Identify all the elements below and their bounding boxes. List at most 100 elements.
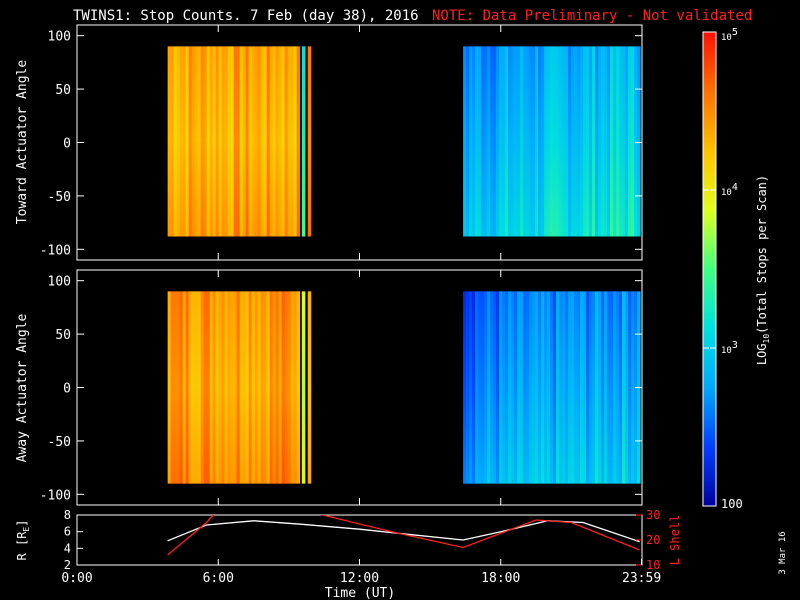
y-tick-label: 0: [63, 137, 71, 152]
x-tick-label: 6:00: [203, 571, 234, 586]
heatmap-column: [550, 291, 554, 484]
heatmap-column: [628, 46, 632, 237]
y2-tick-label: 20: [646, 533, 660, 547]
heatmap-column: [496, 46, 500, 237]
heatmap-column: [565, 291, 569, 484]
heatmap-column: [490, 46, 494, 237]
heatmap-column: [221, 46, 226, 237]
heatmap-column: [227, 291, 232, 484]
heatmap-column: [511, 291, 515, 484]
heatmap-column: [544, 46, 548, 237]
heatmap-column: [176, 46, 181, 237]
heatmap-column: [218, 46, 223, 237]
heatmap-column: [496, 291, 500, 484]
heatmap-column: [167, 291, 172, 484]
heatmap-column: [592, 291, 596, 484]
heatmap-column: [532, 291, 536, 484]
heatmap-column: [257, 46, 262, 237]
heatmap-column: [592, 46, 596, 237]
heatmap-column: [598, 291, 602, 484]
heatmap-column: [502, 291, 506, 484]
heatmap-column: [541, 291, 545, 484]
heatmap-column: [266, 291, 271, 484]
heatmap-column: [622, 291, 626, 484]
heatmap-column: [227, 46, 232, 237]
heatmap-column: [206, 291, 211, 484]
heatmap-column: [191, 46, 196, 237]
heatmap-column: [266, 46, 271, 237]
heatmap-column: [574, 291, 578, 484]
colorbar-tick-label: 100: [721, 497, 743, 511]
heatmap-column: [281, 291, 286, 484]
heatmap-column: [203, 46, 208, 237]
heatmap-column: [517, 291, 521, 484]
heatmap-column: [556, 291, 560, 484]
x-axis-label: Time (UT): [325, 586, 395, 600]
heatmap-column: [556, 46, 560, 237]
heatmap-column: [595, 291, 599, 484]
heatmap-column: [574, 46, 578, 237]
heatmap-column: [577, 291, 581, 484]
heatmap-column: [242, 46, 247, 237]
heatmap-column: [607, 291, 611, 484]
heatmap-column: [601, 291, 605, 484]
y2-tick-label: 10: [646, 558, 660, 572]
colorbar-label: LOG10(Total Stops per Scan): [755, 175, 771, 365]
heatmap-column: [296, 46, 301, 237]
heatmap-column: [544, 291, 548, 484]
y-tick-label: 50: [55, 83, 71, 98]
x-tick-label: 0:00: [61, 571, 92, 586]
heatmap-column: [301, 291, 306, 484]
heatmap-column: [275, 46, 280, 237]
heatmap-column: [236, 46, 241, 237]
y-tick-label: -100: [40, 488, 71, 503]
heatmap-column: [616, 46, 620, 237]
heatmap-column: [577, 46, 581, 237]
heatmap-column: [215, 46, 220, 237]
heatmap-column: [559, 46, 563, 237]
heatmap-column: [179, 46, 184, 237]
heatmap-column: [571, 291, 575, 484]
heatmap-column: [538, 291, 542, 484]
heatmap-column: [610, 291, 614, 484]
date-stamp: 3 Mar 16: [778, 531, 788, 574]
heatmap-column: [523, 291, 527, 484]
heatmap-column: [526, 291, 530, 484]
heatmap-column: [619, 46, 623, 237]
y-tick-label: -50: [48, 435, 71, 450]
heatmap-column: [625, 46, 629, 237]
heatmap-column: [514, 291, 518, 484]
y-tick-label: 6: [64, 525, 71, 539]
heatmap-column: [526, 46, 530, 237]
heatmap-column: [520, 291, 524, 484]
heatmap-column: [532, 46, 536, 237]
heatmap-column: [520, 46, 524, 237]
heatmap-column: [538, 46, 542, 237]
heatmap-column: [245, 291, 250, 484]
heatmap-column: [613, 291, 617, 484]
top-panel-ylabel: Toward Actuator Angle: [15, 60, 30, 225]
heatmap-column: [463, 46, 467, 237]
orbit-line-marks: [167, 515, 640, 556]
heatmap-column: [583, 291, 587, 484]
heatmap-column: [254, 46, 259, 237]
heatmap-column: [278, 291, 283, 484]
heatmap-column: [541, 46, 545, 237]
y-tick-label: 50: [55, 328, 71, 343]
heatmap-column: [628, 291, 632, 484]
heatmap-column: [239, 46, 244, 237]
heatmap-column: [242, 291, 247, 484]
figure-title: TWINS1: Stop Counts. 7 Feb (day 38), 201…: [73, 8, 419, 24]
heatmap-column: [481, 46, 485, 237]
heatmap-column: [173, 46, 178, 237]
heatmap-column: [583, 46, 587, 237]
heatmap-column: [170, 291, 175, 484]
heatmap-column: [535, 291, 539, 484]
heatmap-column: [194, 291, 199, 484]
heatmap-column: [185, 46, 190, 237]
heatmap-column: [637, 46, 641, 237]
heatmap-column: [631, 291, 635, 484]
heatmap-column: [221, 291, 226, 484]
heatmap-column: [251, 46, 256, 237]
